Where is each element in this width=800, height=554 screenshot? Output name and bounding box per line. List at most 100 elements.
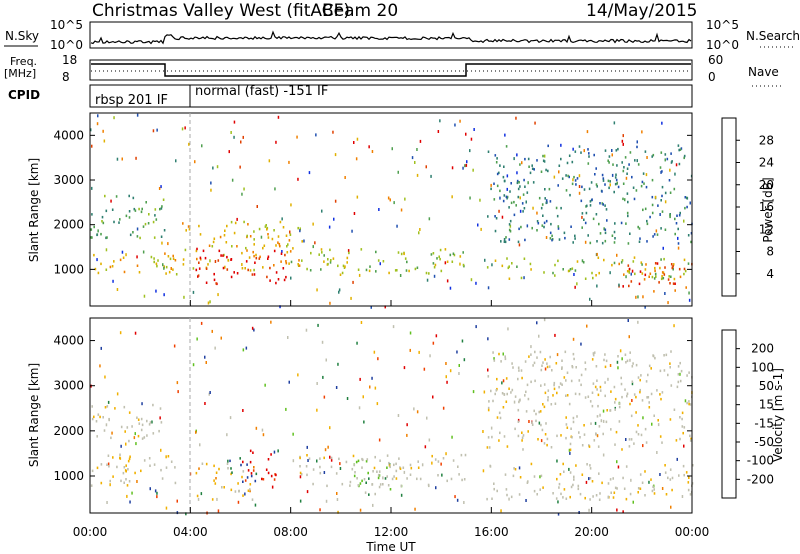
echo-cell	[637, 424, 639, 427]
echo-cell	[202, 249, 205, 253]
echo-cell	[149, 464, 151, 467]
echo-cell	[637, 487, 640, 490]
echo-cell	[287, 243, 289, 246]
echo-cell	[609, 478, 612, 481]
echo-cell	[102, 416, 104, 419]
scatter-cell	[487, 368, 489, 372]
echo-cell	[432, 262, 435, 265]
echo-cell	[581, 212, 584, 215]
echo-cell	[624, 353, 627, 356]
echo-cell	[363, 478, 366, 481]
echo-cell	[654, 266, 656, 270]
echo-cell	[660, 258, 662, 261]
echo-cell	[552, 492, 554, 495]
echo-cell	[540, 474, 543, 478]
echo-cell	[651, 489, 654, 493]
scatter-cell	[273, 450, 276, 454]
echo-cell	[141, 437, 144, 440]
scatter-cell	[397, 414, 400, 417]
echo-cell	[598, 498, 601, 501]
scatter-cell	[210, 181, 212, 185]
echo-cell	[648, 275, 650, 278]
scatter-cell	[327, 445, 329, 449]
echo-cell	[587, 148, 589, 151]
echo-cell	[119, 258, 122, 262]
echo-cell	[520, 225, 522, 229]
echo-cell	[306, 473, 308, 477]
echo-cell	[356, 477, 358, 480]
echo-cell	[128, 411, 131, 414]
echo-cell	[230, 467, 232, 470]
echo-cell	[122, 471, 125, 475]
echo-cell	[201, 462, 204, 465]
echo-cell	[560, 434, 562, 437]
echo-cell	[580, 151, 582, 154]
echo-cell	[360, 248, 363, 251]
echo-cell	[462, 263, 465, 267]
echo-cell	[275, 281, 277, 285]
echo-cell	[518, 181, 520, 184]
echo-cell	[662, 276, 665, 280]
scatter-cell	[656, 451, 658, 454]
echo-cell	[207, 263, 209, 266]
echo-cell	[516, 181, 519, 185]
scatter-cell	[585, 480, 588, 484]
scatter-cell	[233, 120, 236, 124]
echo-cell	[606, 219, 608, 222]
echo-cell	[498, 411, 501, 415]
echo-cell	[511, 262, 513, 265]
echo-cell	[632, 362, 634, 365]
echo-cell	[591, 480, 594, 483]
scatter-cell	[477, 223, 479, 227]
colorbar-tick-label: 50	[759, 379, 774, 393]
echo-cell	[440, 269, 443, 273]
echo-cell	[516, 179, 519, 183]
scatter-cell	[536, 321, 538, 325]
echo-cell	[686, 374, 688, 377]
echo-cell	[618, 402, 621, 405]
scatter-cell	[459, 262, 461, 266]
echo-cell	[436, 257, 438, 260]
scatter-cell	[270, 320, 272, 324]
echo-cell	[652, 354, 655, 358]
echo-cell	[286, 245, 288, 248]
echo-cell	[285, 275, 287, 279]
echo-cell	[657, 419, 659, 422]
echo-cell	[253, 254, 255, 258]
echo-cell	[599, 492, 601, 495]
echo-cell	[507, 266, 510, 270]
scatter-cell	[445, 452, 447, 456]
echo-cell	[195, 471, 198, 475]
echo-cell	[671, 476, 674, 480]
echo-cell	[663, 369, 666, 372]
echo-cell	[523, 257, 526, 260]
echo-cell	[495, 161, 498, 164]
echo-cell	[642, 172, 645, 175]
echo-cell	[557, 225, 560, 228]
echo-cell	[613, 491, 616, 494]
echo-cell	[514, 427, 516, 431]
echo-cell	[376, 470, 378, 473]
echo-cell	[128, 457, 131, 461]
echo-cell	[205, 267, 208, 270]
scatter-cell	[449, 286, 452, 290]
echo-cell	[349, 484, 351, 487]
echo-cell	[277, 235, 280, 238]
echo-cell	[595, 433, 597, 436]
scatter-cell	[667, 301, 669, 305]
scatter-cell	[688, 298, 691, 302]
echo-cell	[233, 271, 235, 274]
scatter-cell	[316, 288, 318, 292]
echo-cell	[686, 205, 688, 209]
scatter-cell	[609, 183, 611, 187]
echo-cell	[288, 262, 290, 265]
echo-cell	[503, 393, 506, 396]
echo-cell	[562, 268, 564, 271]
scatter-cell	[136, 480, 138, 483]
echo-cell	[299, 465, 301, 468]
echo-cell	[357, 459, 360, 463]
echo-cell	[521, 439, 523, 442]
echo-cell	[529, 171, 532, 175]
scatter-cell	[316, 408, 318, 412]
echo-cell	[437, 460, 440, 463]
